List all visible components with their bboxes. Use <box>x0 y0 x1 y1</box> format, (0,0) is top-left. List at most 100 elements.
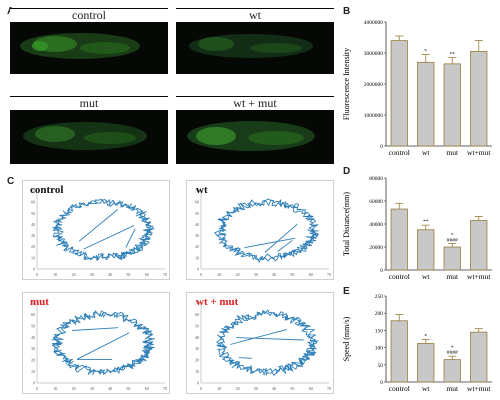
y-tick-label: 80000 <box>369 176 383 182</box>
y-tick-label: 60 <box>31 200 35 205</box>
bar <box>417 229 435 271</box>
fish-fluorescence-image <box>20 33 140 59</box>
y-tick-label: 50 <box>31 323 35 328</box>
y-tick-label: 40 <box>31 335 35 340</box>
x-tick-label: 40 <box>272 272 276 277</box>
chart-total-distance: Total Distance(mm) 0 20000 40000 60000 80000 c… <box>342 176 492 281</box>
y-tick-label: 0 <box>380 268 383 274</box>
x-tick-label: control <box>389 148 410 157</box>
microscopy-control: control <box>10 8 168 74</box>
movement-trajectory <box>51 310 155 375</box>
y-tick-label: 0 <box>197 267 199 272</box>
microscopy-label: control <box>10 9 168 22</box>
x-tick-label: 70 <box>163 272 167 277</box>
y-tick-label: 10 <box>195 255 199 260</box>
x-tick-label: wt+mut <box>467 384 491 393</box>
y-tick-label: 40 <box>31 222 35 227</box>
y-tick-label: 3000000 <box>364 51 384 57</box>
x-tick-label: 60 <box>309 386 313 391</box>
x-tick-label: 20 <box>236 272 240 277</box>
x-tick-label: wt+mut <box>467 272 491 281</box>
y-tick-label: 20 <box>195 358 199 363</box>
x-tick-label: mut <box>446 384 459 393</box>
y-tick-label: 1000000 <box>364 113 384 119</box>
y-tick-label: 0 <box>33 267 35 272</box>
microscopy-wt-mut: wt + mut <box>176 96 334 164</box>
microscopy-label: wt <box>176 9 334 22</box>
bar <box>443 246 461 271</box>
fish-fluorescence-image <box>187 121 315 151</box>
y-tick-label: 20000 <box>369 245 383 251</box>
y-tick-label: 60000 <box>369 199 383 205</box>
significance-mark: * <box>451 233 454 239</box>
x-tick-label: 0 <box>36 272 38 277</box>
movement-trajectory <box>214 198 320 263</box>
x-tick-label: 20 <box>72 386 76 391</box>
y-tick-label: 50 <box>195 323 199 328</box>
x-tick-label: 70 <box>327 272 331 277</box>
y-tick-label: 30 <box>31 233 35 238</box>
y-tick-label: 70 <box>31 189 35 194</box>
fish-fluorescence-image <box>189 34 313 58</box>
track-label: wt <box>196 184 208 196</box>
bar <box>390 40 408 147</box>
panel-d-letter: D <box>343 166 351 177</box>
significance-mark: #### <box>447 238 458 244</box>
movement-trajectory <box>52 198 155 261</box>
chart-fluorescence-intensity: Fluorescence Intensity 0 1000000 2000000 300… <box>342 20 492 157</box>
x-tick-label: 60 <box>309 272 313 277</box>
y-axis-label: Fluorescence Intensity <box>342 48 351 120</box>
x-tick-label: wt <box>422 384 430 393</box>
x-tick-label: 10 <box>53 386 57 391</box>
y-tick-label: 20 <box>195 244 199 249</box>
microscopy-label: mut <box>10 97 168 110</box>
x-tick-label: wt <box>422 272 430 281</box>
x-tick-label: wt <box>422 148 430 157</box>
x-tick-label: 20 <box>236 386 240 391</box>
x-tick-label: 10 <box>217 386 221 391</box>
x-tick-label: 50 <box>290 272 294 277</box>
x-tick-label: 50 <box>126 386 130 391</box>
y-tick-label: 50 <box>195 211 199 216</box>
movement-trajectory <box>216 309 319 376</box>
bar <box>417 343 435 383</box>
significance-mark: ** <box>450 52 456 58</box>
y-tick-label: 40000 <box>369 222 383 228</box>
bar <box>470 331 488 383</box>
x-tick-label: 60 <box>145 272 149 277</box>
y-tick-label: 10 <box>31 369 35 374</box>
y-tick-label: 40 <box>195 222 199 227</box>
y-tick-label: 70 <box>195 301 199 306</box>
y-tick-label: 60 <box>195 200 199 205</box>
y-tick-label: 200 <box>375 311 384 317</box>
y-tick-label: 70 <box>195 189 199 194</box>
track-plot-control: 0 10 20 30 40 50 60 70 0 10 20 30 40 50 60 70 <box>22 180 170 280</box>
x-tick-label: mut <box>446 148 459 157</box>
track-label: control <box>30 184 64 196</box>
track-label: wt + mut <box>196 296 239 308</box>
x-tick-label: 10 <box>53 272 57 277</box>
x-tick-label: 20 <box>72 272 76 277</box>
x-tick-label: 30 <box>90 272 94 277</box>
y-tick-label: 50 <box>378 363 384 369</box>
bar <box>390 208 408 271</box>
bar <box>390 320 408 383</box>
x-tick-label: 40 <box>108 272 112 277</box>
x-tick-label: 30 <box>254 272 258 277</box>
track-plot-mut: 0 10 20 30 40 50 60 70 0 10 20 30 40 50 60 70 <box>22 292 170 394</box>
microscopy-wt: wt <box>176 8 334 74</box>
track-plot-wt: 0 10 20 30 40 50 60 70 0 10 20 30 40 50 60 70 <box>186 180 334 280</box>
bar <box>443 63 461 147</box>
x-tick-label: 70 <box>327 386 331 391</box>
fish-fluorescence-image <box>23 122 147 150</box>
significance-mark: ** <box>423 219 429 225</box>
microscopy-mut: mut <box>10 96 168 164</box>
y-tick-label: 250 <box>375 294 384 300</box>
y-axis-label: Total Distance(mm) <box>342 192 351 256</box>
y-axis-label: Speed (mm/s) <box>342 316 351 361</box>
y-tick-label: 0 <box>197 381 199 386</box>
y-tick-label: 150 <box>375 328 384 334</box>
y-tick-label: 0 <box>33 381 35 386</box>
x-tick-label: control <box>389 272 410 281</box>
y-tick-label: 0 <box>380 380 383 386</box>
